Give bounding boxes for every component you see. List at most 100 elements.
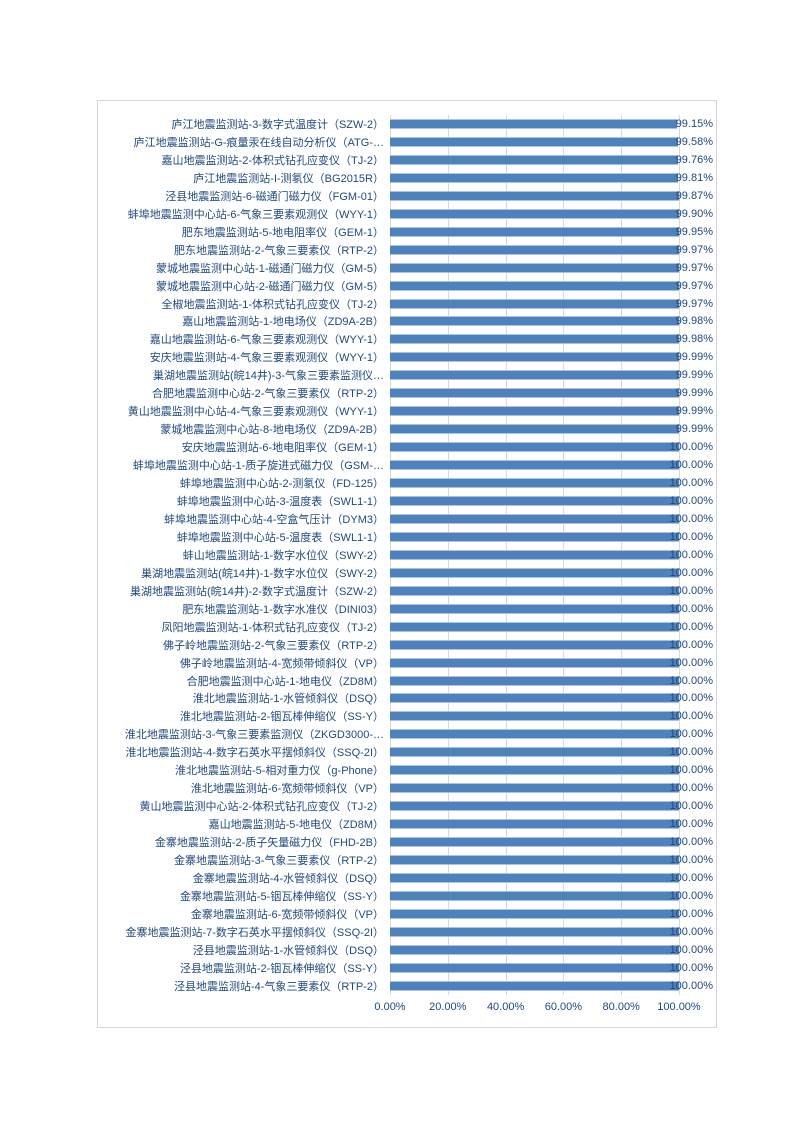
bar bbox=[390, 783, 679, 794]
category-label: 金寨地震监测站-3-气象三要素仪（RTP-2） bbox=[173, 855, 384, 868]
bar-row: 泾县地震监测站-1-水管倾斜仪（DSQ） 100.00% bbox=[98, 941, 716, 959]
data-label: 100.00% bbox=[669, 746, 713, 759]
category-label: 蚌埠地震监测中心站-2-测氡仪（FD-125） bbox=[179, 478, 384, 491]
category-label: 肥东地震监测站-1-数字水准仪（DINI03） bbox=[182, 603, 384, 616]
data-label: 100.00% bbox=[669, 818, 713, 831]
bar-row: 金寨地震监测站-5-铟瓦棒伸缩仪（SS-Y） 100.00% bbox=[98, 887, 716, 905]
bar-row: 蚌山地震监测站-1-数字水位仪（SWY-2） 100.00% bbox=[98, 546, 716, 564]
bar bbox=[390, 747, 679, 758]
category-label: 肥东地震监测站-2-气象三要素仪（RTP-2） bbox=[173, 244, 384, 257]
data-label: 99.15% bbox=[675, 117, 713, 130]
category-label: 肥东地震监测站-5-地电阻率仪（GEM-1） bbox=[181, 226, 384, 239]
bar-row: 佛子岭地震监测站-2-气象三要素仪（RTP-2） 100.00% bbox=[98, 636, 716, 654]
data-label: 100.00% bbox=[669, 477, 713, 490]
data-label: 100.00% bbox=[669, 943, 713, 956]
bar-row: 泾县地震监测站-6-磁通门磁力仪（FGM-01） 99.87% bbox=[98, 187, 716, 205]
bar-row: 泾县地震监测站-4-气象三要素仪（RTP-2） 100.00% bbox=[98, 977, 716, 995]
data-label: 100.00% bbox=[669, 710, 713, 723]
category-label: 淮北地震监测站-1-水管倾斜仪（DSQ） bbox=[192, 693, 384, 706]
bar bbox=[390, 765, 679, 776]
data-label: 99.99% bbox=[675, 405, 713, 418]
category-label: 佛子岭地震监测站-2-气象三要素仪（RTP-2） bbox=[162, 639, 384, 652]
bar-row: 金寨地震监测站-7-数字石英水平摆倾斜仪（SSQ-2I） 100.00% bbox=[98, 923, 716, 941]
chart-area: 庐江地震监测站-3-数字式温度计（SZW-2） 99.15% 庐江地震监测站-G-痕… bbox=[97, 100, 717, 1028]
bar bbox=[390, 801, 679, 812]
bar-row: 蒙城地震监测中心站-8-地电场仪（ZD9A-2B） 99.99% bbox=[98, 420, 716, 438]
data-label: 100.00% bbox=[669, 692, 713, 705]
category-label: 巢湖地震监测站(皖14井)-3-气象三要素监测仪… bbox=[152, 370, 384, 383]
data-label: 100.00% bbox=[669, 925, 713, 938]
category-label: 蚌埠地震监测中心站-1-质子旋进式磁力仪（GSM-… bbox=[132, 460, 384, 473]
category-label: 黄山地震监测中心站-4-气象三要素观测仪（WYY-1） bbox=[127, 406, 384, 419]
bar bbox=[390, 926, 679, 937]
data-label: 100.00% bbox=[669, 620, 713, 633]
bar bbox=[390, 585, 679, 596]
category-label: 庐江地震监测站-G-痕量汞在线自动分析仪（ATG-… bbox=[133, 136, 384, 149]
bar-row: 庐江地震监测站-G-痕量汞在线自动分析仪（ATG-… 99.58% bbox=[98, 133, 716, 151]
category-label: 安庆地震监测站-6-地电阻率仪（GEM-1） bbox=[181, 442, 384, 455]
data-label: 100.00% bbox=[669, 782, 713, 795]
category-label: 巢湖地震监测站(皖14井)-2-数字式温度计（SZW-2） bbox=[129, 585, 384, 598]
data-label: 100.00% bbox=[669, 441, 713, 454]
data-label: 100.00% bbox=[669, 548, 713, 561]
data-label: 99.98% bbox=[675, 333, 713, 346]
bar-row: 庐江地震监测站-I-测氡仪（BG2015R） 99.81% bbox=[98, 169, 716, 187]
data-label: 99.81% bbox=[675, 171, 713, 184]
bar bbox=[390, 675, 679, 686]
bar-row: 黄山地震监测中心站-4-气象三要素观测仪（WYY-1） 99.99% bbox=[98, 402, 716, 420]
x-axis-tick-label: 100.00% bbox=[657, 1001, 701, 1013]
bar bbox=[390, 226, 679, 237]
bar bbox=[390, 442, 679, 453]
category-label: 金寨地震监测站-5-铟瓦棒伸缩仪（SS-Y） bbox=[179, 890, 384, 903]
category-label: 淮北地震监测站-2-铟瓦棒伸缩仪（SS-Y） bbox=[179, 711, 384, 724]
bar bbox=[390, 962, 679, 973]
x-axis-tick-label: 40.00% bbox=[486, 1001, 525, 1013]
bar-row: 金寨地震监测站-6-宽频带倾斜仪（VP） 100.00% bbox=[98, 905, 716, 923]
bar-row: 合肥地震监测中心站-2-气象三要素仪（RTP-2） 99.99% bbox=[98, 384, 716, 402]
bar-row: 庐江地震监测站-3-数字式温度计（SZW-2） 99.15% bbox=[98, 115, 716, 133]
data-label: 99.98% bbox=[675, 315, 713, 328]
bar-row: 蚌埠地震监测中心站-6-气象三要素观测仪（WYY-1） 99.90% bbox=[98, 205, 716, 223]
bar-row: 黄山地震监测中心站-2-体积式钻孔应变仪（TJ-2） 100.00% bbox=[98, 797, 716, 815]
category-label: 合肥地震监测中心站-2-气象三要素仪（RTP-2） bbox=[151, 388, 384, 401]
category-label: 金寨地震监测站-6-宽频带倾斜仪（VP） bbox=[190, 908, 384, 921]
data-label: 100.00% bbox=[669, 638, 713, 651]
bar-row: 金寨地震监测站-4-水管倾斜仪（DSQ） 100.00% bbox=[98, 869, 716, 887]
x-axis: 0.00% 20.00% 40.00% 60.00% 80.00% 100.00% bbox=[98, 999, 716, 1019]
bar bbox=[390, 460, 679, 471]
category-label: 淮北地震监测站-6-宽频带倾斜仪（VP） bbox=[190, 783, 384, 796]
data-label: 100.00% bbox=[669, 728, 713, 741]
category-label: 泾县地震监测站-6-磁通门磁力仪（FGM-01） bbox=[165, 190, 384, 203]
data-label: 100.00% bbox=[669, 764, 713, 777]
bar bbox=[390, 316, 679, 327]
bar bbox=[390, 495, 679, 506]
data-label: 99.99% bbox=[675, 423, 713, 436]
data-label: 100.00% bbox=[669, 602, 713, 615]
data-label: 100.00% bbox=[669, 979, 713, 992]
bar bbox=[390, 208, 679, 219]
data-label: 100.00% bbox=[669, 961, 713, 974]
bar-row: 淮北地震监测站-5-相对重力仪（g-Phone） 100.00% bbox=[98, 761, 716, 779]
bar bbox=[390, 352, 679, 363]
bar bbox=[390, 819, 679, 830]
bar-row: 巢湖地震监测站(皖14井)-2-数字式温度计（SZW-2） 100.00% bbox=[98, 582, 716, 600]
data-label: 99.58% bbox=[675, 135, 713, 148]
bar-row: 嘉山地震监测站-6-气象三要素观测仪（WYY-1） 99.98% bbox=[98, 330, 716, 348]
data-label: 100.00% bbox=[669, 854, 713, 867]
bar-row: 蒙城地震监测中心站-2-磁通门磁力仪（GM-5） 99.97% bbox=[98, 277, 716, 295]
bar bbox=[390, 603, 679, 614]
category-label: 蒙城地震监测中心站-1-磁通门磁力仪（GM-5） bbox=[156, 262, 384, 275]
bar bbox=[390, 244, 679, 255]
bar-row: 淮北地震监测站-2-铟瓦棒伸缩仪（SS-Y） 100.00% bbox=[98, 707, 716, 725]
x-axis-tick-label: 20.00% bbox=[429, 1001, 467, 1013]
bar-row: 蚌埠地震监测中心站-4-空盒气压计（DYM3） 100.00% bbox=[98, 510, 716, 528]
bar-row: 泾县地震监测站-2-铟瓦棒伸缩仪（SS-Y） 100.00% bbox=[98, 959, 716, 977]
bar bbox=[390, 980, 679, 991]
category-label: 金寨地震监测站-4-水管倾斜仪（DSQ） bbox=[192, 873, 384, 885]
category-label: 蚌埠地震监测中心站-3-温度表（SWL1-1） bbox=[176, 495, 384, 508]
bar bbox=[390, 639, 679, 650]
category-label: 庐江地震监测站-I-测氡仪（BG2015R） bbox=[193, 172, 384, 185]
data-label: 100.00% bbox=[669, 459, 713, 472]
bar-row: 嘉山地震监测站-1-地电场仪（ZD9A-2B） 99.98% bbox=[98, 312, 716, 330]
bar bbox=[390, 136, 678, 147]
